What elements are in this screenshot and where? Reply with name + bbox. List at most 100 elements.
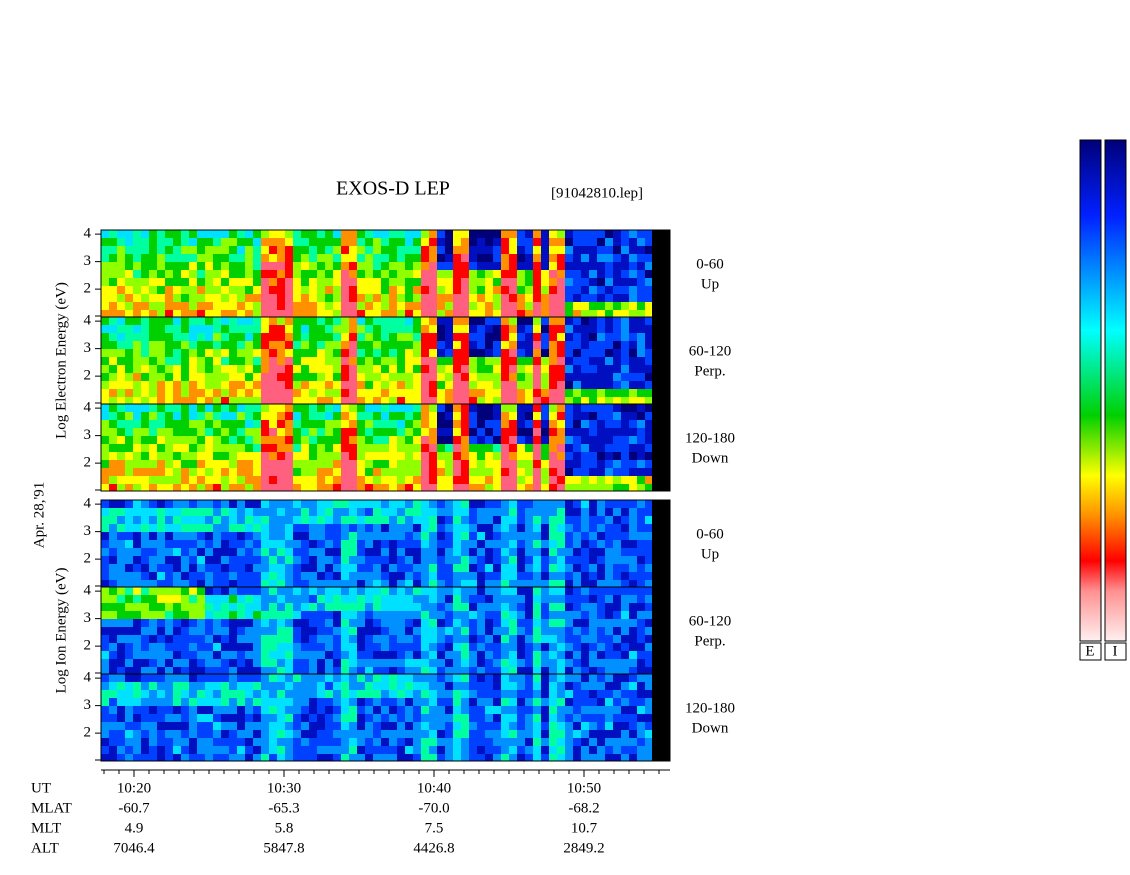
spectrogram-cell (605, 690, 613, 698)
spectrogram-cell (269, 452, 277, 460)
spectrogram-cell (277, 428, 285, 436)
spectrogram-cell (357, 540, 365, 548)
spectrogram-cell (277, 389, 285, 397)
spectrogram-cell (189, 230, 197, 238)
spectrogram-cell (589, 643, 597, 651)
spectrogram-cell (501, 674, 509, 682)
spectrogram-cell (565, 659, 573, 667)
spectrogram-cell (613, 730, 621, 738)
spectrogram-cell (245, 476, 253, 484)
spectrogram-cell (485, 548, 493, 556)
spectrogram-cell (509, 714, 517, 722)
spectrogram-cell (341, 428, 349, 436)
spectrogram-cell (565, 484, 573, 491)
spectrogram-cell (605, 611, 613, 619)
spectrogram-cell (157, 397, 165, 404)
spectrogram-cell (389, 397, 397, 404)
spectrogram-cell (205, 706, 213, 714)
spectrogram-cell (237, 357, 245, 365)
spectrogram-cell (565, 404, 573, 412)
spectrogram-cell (205, 659, 213, 667)
spectrogram-cell (429, 262, 437, 270)
spectrogram-cell (389, 714, 397, 722)
spectrogram-cell (157, 754, 165, 761)
spectrogram-cell (181, 373, 189, 381)
spectrogram-cell (469, 532, 477, 540)
spectrogram-cell (565, 540, 573, 548)
spectrogram-cell (285, 436, 293, 444)
spectrogram-cell (125, 317, 133, 325)
spectrogram-cell (221, 278, 229, 286)
spectrogram-cell (117, 444, 125, 452)
spectrogram-cell (293, 580, 301, 587)
spectrogram-cell (629, 460, 637, 468)
spectrogram-cell (341, 286, 349, 294)
spectrogram-cell (405, 333, 413, 341)
spectrogram-cell (557, 532, 565, 540)
spectrogram-cell (413, 460, 421, 468)
spectrogram-cell (557, 373, 565, 381)
spectrogram-cell (285, 746, 293, 754)
spectrogram-cell (621, 508, 629, 516)
spectrogram-cell (229, 397, 237, 404)
spectrogram-cell (637, 444, 645, 452)
spectrogram-cell (285, 357, 293, 365)
spectrogram-cell (613, 667, 621, 674)
spectrogram-cell (605, 436, 613, 444)
spectrogram-cell (253, 746, 261, 754)
spectrogram-cell (613, 262, 621, 270)
spectrogram-cell (349, 516, 357, 524)
spectrogram-cell (157, 627, 165, 635)
spectrogram-cell (213, 611, 221, 619)
spectrogram-cell (189, 674, 197, 682)
spectrogram-cell (349, 548, 357, 556)
spectrogram-cell (477, 659, 485, 667)
spectrogram-cell (237, 587, 245, 595)
spectrogram-cell (237, 572, 245, 580)
spectrogram-cell (165, 357, 173, 365)
spectrogram-cell (637, 230, 645, 238)
spectrogram-cell (485, 420, 493, 428)
spectrogram-cell (325, 627, 333, 635)
spectrogram-cell (461, 428, 469, 436)
spectrogram-cell (117, 548, 125, 556)
spectrogram-cell (133, 564, 141, 572)
spectrogram-cell (445, 452, 453, 460)
spectrogram-cell (541, 317, 549, 325)
spectrogram-cell (541, 651, 549, 659)
spectrogram-cell (197, 310, 205, 317)
spectrogram-cell (221, 310, 229, 317)
spectrogram-cell (597, 730, 605, 738)
spectrogram-cell (437, 698, 445, 706)
spectrogram-cell (181, 564, 189, 572)
spectrogram-cell (517, 643, 525, 651)
spectrogram-cell (445, 373, 453, 381)
spectrogram-cell (117, 397, 125, 404)
spectrogram-cell (533, 270, 541, 278)
spectrogram-cell (469, 659, 477, 667)
spectrogram-cell (445, 730, 453, 738)
spectrogram-cell (629, 404, 637, 412)
spectrogram-cell (389, 722, 397, 730)
spectrogram-cell (277, 381, 285, 389)
spectrogram-cell (325, 611, 333, 619)
spectrogram-cell (397, 738, 405, 746)
spectrogram-cell (437, 706, 445, 714)
spectrogram-cell (405, 746, 413, 754)
spectrogram-cell (213, 357, 221, 365)
spectrogram-cell (293, 230, 301, 238)
spectrogram-cell (317, 420, 325, 428)
spectrogram-cell (421, 238, 429, 246)
spectrogram-cell (173, 349, 181, 357)
spectrogram-cell (221, 556, 229, 564)
spectrogram-cell (469, 365, 477, 373)
spectrogram-cell (637, 730, 645, 738)
spectrogram-cell (429, 397, 437, 404)
spectrogram-cell (501, 682, 509, 690)
spectrogram-cell (557, 516, 565, 524)
spectrogram-cell (205, 468, 213, 476)
spectrogram-cell (253, 341, 261, 349)
spectrogram-cell (101, 333, 109, 341)
spectrogram-cell (581, 270, 589, 278)
spectrogram-cell (453, 286, 461, 294)
